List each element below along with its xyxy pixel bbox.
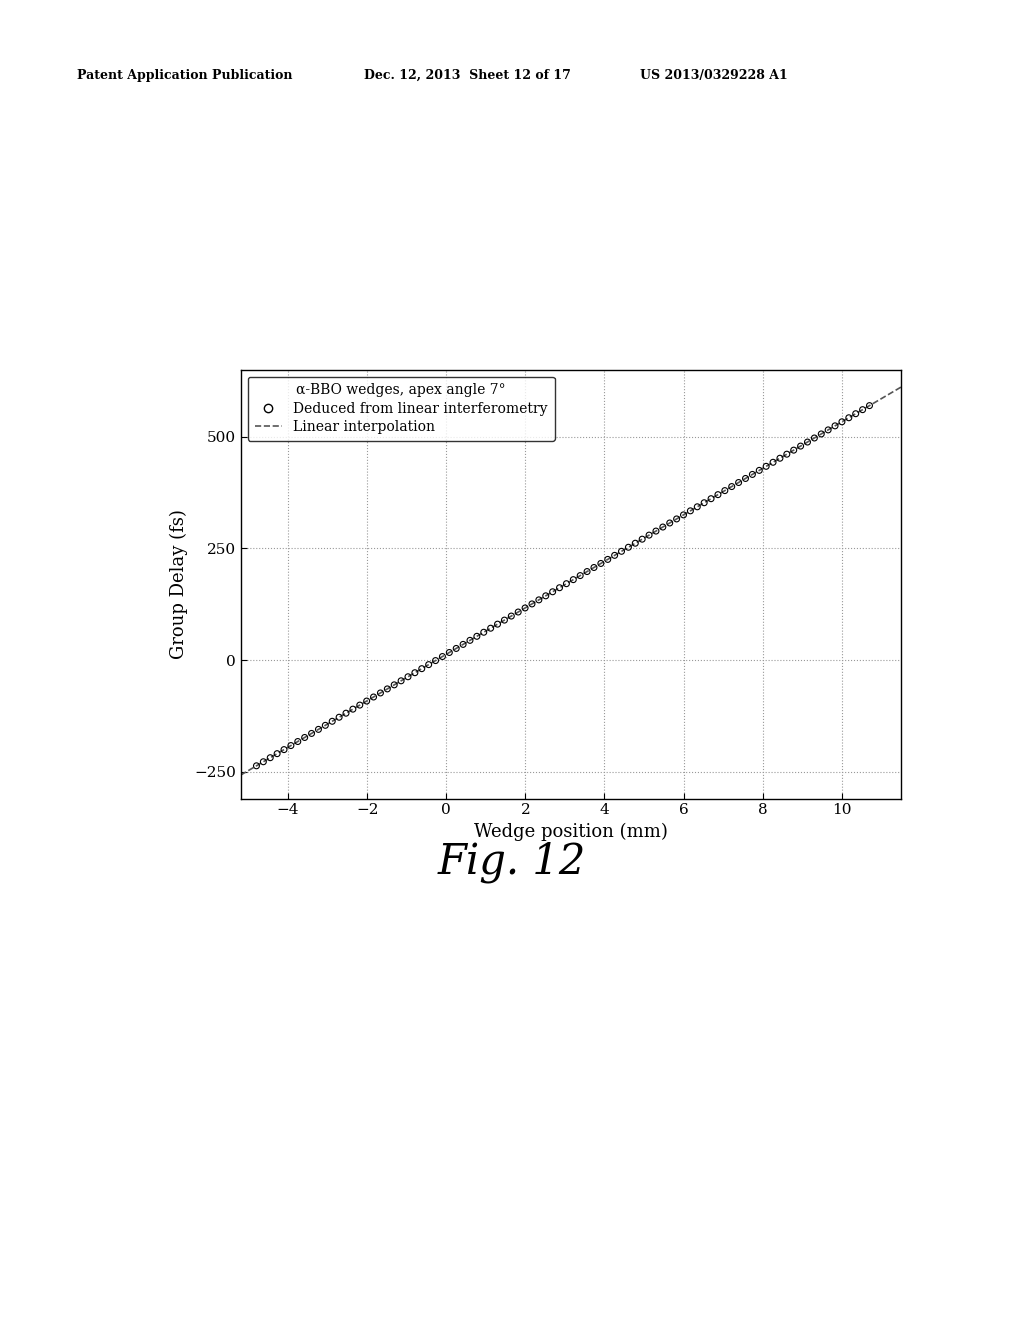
- Point: [407, 663, 423, 684]
- Point: [475, 622, 492, 643]
- Point: [621, 537, 637, 558]
- Point: [599, 549, 615, 570]
- Point: [386, 675, 402, 696]
- Point: [634, 528, 650, 549]
- Point: [366, 686, 382, 708]
- Point: [848, 403, 864, 424]
- Text: Dec. 12, 2013  Sheet 12 of 17: Dec. 12, 2013 Sheet 12 of 17: [364, 69, 570, 82]
- Point: [800, 432, 816, 453]
- Point: [765, 451, 781, 473]
- Point: [545, 581, 561, 602]
- Point: [414, 659, 430, 680]
- Point: [675, 504, 691, 525]
- Point: [393, 671, 410, 692]
- Point: [303, 723, 319, 744]
- Point: [421, 655, 437, 676]
- Point: [469, 626, 485, 647]
- Point: [462, 630, 478, 651]
- Point: [689, 496, 706, 517]
- Point: [834, 412, 850, 433]
- Point: [613, 541, 630, 562]
- Point: [785, 440, 802, 461]
- Legend: Deduced from linear interferometry, Linear interpolation: Deduced from linear interferometry, Line…: [248, 376, 555, 441]
- Point: [358, 690, 375, 711]
- Y-axis label: Group Delay (fs): Group Delay (fs): [170, 510, 188, 659]
- Point: [565, 569, 582, 590]
- Point: [710, 484, 726, 506]
- Point: [861, 395, 878, 416]
- Point: [627, 533, 643, 554]
- Point: [778, 444, 795, 465]
- Point: [593, 553, 609, 574]
- Point: [441, 642, 458, 663]
- Point: [538, 585, 554, 606]
- Point: [724, 477, 740, 498]
- Point: [806, 428, 822, 449]
- Point: [427, 649, 443, 671]
- Point: [641, 524, 657, 545]
- Point: [606, 545, 623, 566]
- Point: [248, 755, 264, 776]
- Point: [530, 589, 547, 610]
- Point: [737, 467, 754, 488]
- Point: [744, 463, 761, 484]
- Point: [255, 751, 271, 772]
- Point: [793, 436, 809, 457]
- Point: [283, 735, 299, 756]
- Text: US 2013/0329228 A1: US 2013/0329228 A1: [640, 69, 787, 82]
- Point: [517, 598, 534, 619]
- Point: [331, 706, 347, 727]
- Point: [275, 739, 292, 760]
- Point: [297, 727, 313, 748]
- Point: [262, 747, 279, 768]
- Point: [648, 520, 665, 541]
- Point: [338, 702, 354, 723]
- Point: [351, 694, 368, 715]
- Point: [586, 557, 602, 578]
- Point: [730, 473, 746, 494]
- Point: [572, 565, 589, 586]
- Point: [751, 459, 767, 480]
- Point: [841, 407, 857, 428]
- Point: [654, 516, 671, 537]
- Text: Patent Application Publication: Patent Application Publication: [77, 69, 292, 82]
- Point: [269, 743, 286, 764]
- Point: [551, 577, 567, 598]
- Point: [317, 714, 334, 735]
- Point: [510, 602, 526, 623]
- Point: [682, 500, 698, 521]
- Point: [310, 719, 327, 741]
- Point: [820, 420, 837, 441]
- Point: [579, 561, 595, 582]
- Point: [379, 678, 395, 700]
- Point: [290, 731, 306, 752]
- Point: [455, 634, 471, 655]
- Point: [696, 492, 713, 513]
- Point: [524, 594, 541, 615]
- Point: [345, 698, 361, 719]
- Point: [826, 416, 843, 437]
- Text: Fig. 12: Fig. 12: [438, 841, 586, 883]
- Point: [758, 455, 774, 477]
- Point: [854, 399, 870, 420]
- Point: [399, 667, 416, 688]
- Point: [772, 447, 788, 469]
- Point: [497, 610, 513, 631]
- Point: [503, 606, 519, 627]
- Point: [482, 618, 499, 639]
- X-axis label: Wedge position (mm): Wedge position (mm): [474, 822, 668, 841]
- Point: [662, 512, 678, 533]
- Point: [324, 710, 340, 731]
- Point: [373, 682, 389, 704]
- Point: [717, 480, 733, 502]
- Point: [434, 645, 451, 667]
- Point: [558, 573, 574, 594]
- Point: [702, 488, 719, 510]
- Point: [813, 424, 829, 445]
- Point: [489, 614, 506, 635]
- Point: [449, 638, 465, 659]
- Point: [669, 508, 685, 529]
